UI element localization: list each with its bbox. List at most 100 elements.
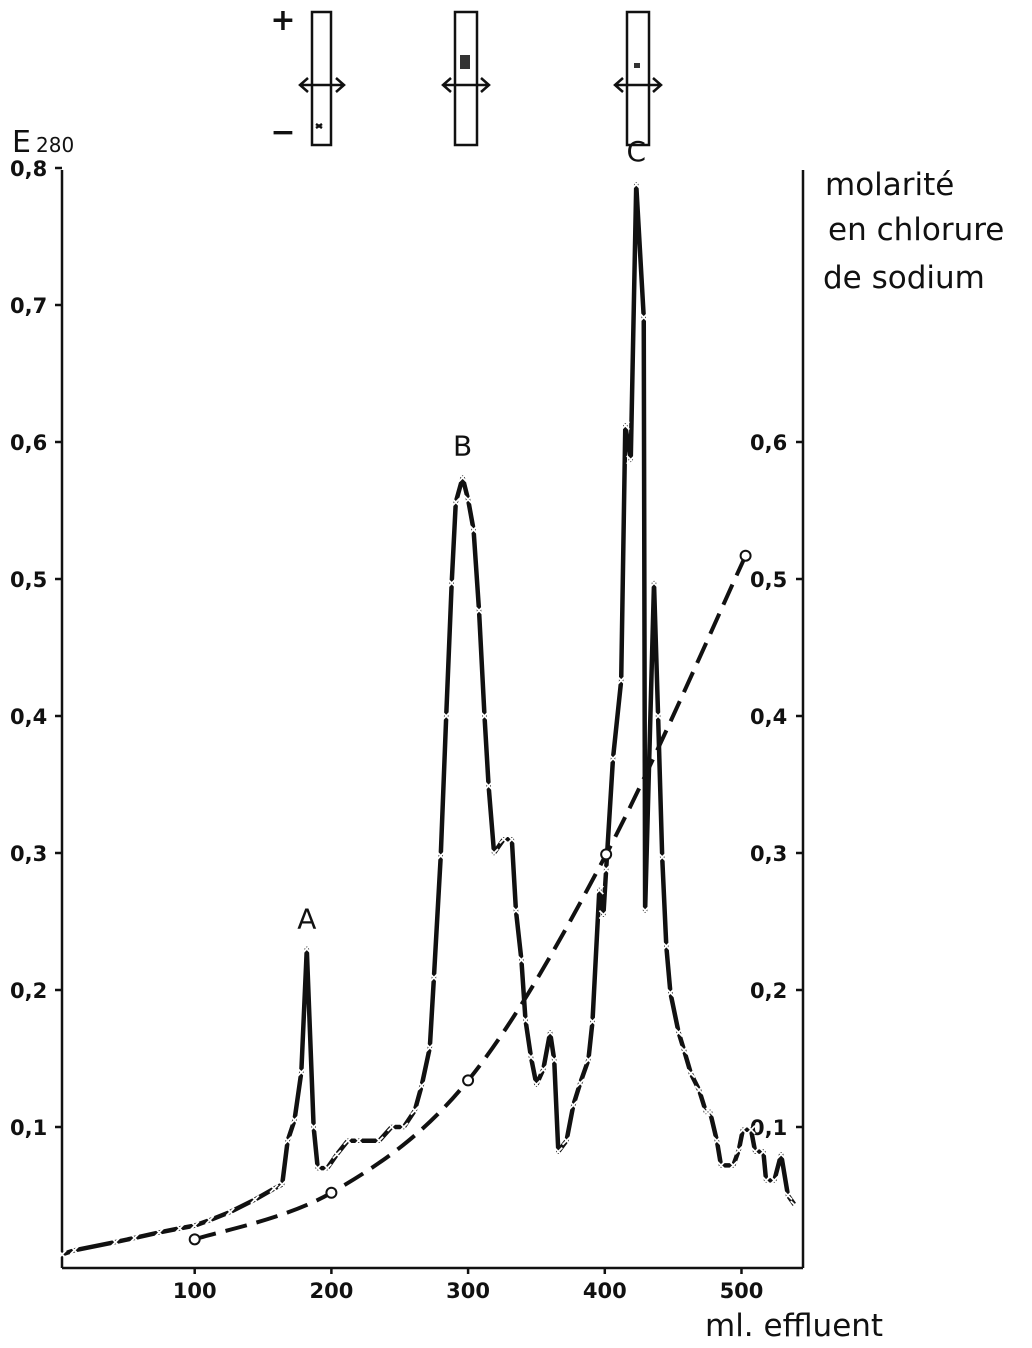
marker [416,1081,427,1091]
marker [620,420,630,431]
marker [694,1085,704,1095]
y2-tick-label: 0,2 [750,979,787,1003]
marker [516,955,527,965]
marker [616,675,626,686]
marker [653,711,663,721]
marker [462,1074,475,1087]
marker [575,1078,585,1088]
marker [657,852,667,862]
strip [453,10,479,147]
marker [705,1107,715,1117]
series-line [61,182,797,1257]
marker [425,1042,435,1053]
marker [598,910,609,920]
marker [175,1223,185,1234]
marker [734,1145,744,1155]
marker [728,1160,738,1170]
x-tick-label: 300 [446,1279,490,1303]
marker [790,1200,800,1210]
marker [410,1105,420,1116]
strip-sign: − [270,115,295,150]
y-tick-label: 0,6 [10,431,47,455]
y-tick-label: 0,5 [10,568,47,592]
marker [441,711,451,721]
marker [716,1160,726,1170]
marker [325,1186,338,1199]
marker [594,885,604,895]
marker [526,1052,536,1062]
marker [549,1055,559,1065]
y-tick-label: 0,8 [10,157,47,181]
marker [277,1179,287,1190]
marker [463,494,473,505]
marker [399,1122,409,1132]
marker [626,455,636,465]
spot [460,55,470,69]
y2-label: de sodium [823,260,985,296]
y2-label: molarité [825,167,954,203]
marker [69,1245,80,1255]
marker [746,1125,756,1135]
marker [374,1136,384,1146]
marker [520,1015,531,1025]
marker [568,1100,578,1110]
strips [298,10,663,147]
marker [296,1067,306,1077]
marker [511,905,521,916]
y-label: E [12,125,31,160]
marker [190,1221,200,1231]
marker [332,1149,342,1160]
x-tick-label: 100 [173,1279,217,1303]
spot [315,122,323,130]
marker [538,1064,548,1075]
marker [769,1175,779,1186]
marker [601,864,611,875]
marker [313,1163,323,1173]
marker [498,834,509,844]
marker [673,1027,684,1038]
marker [289,1115,300,1125]
marker [686,1068,696,1079]
marker [283,1136,293,1146]
marker [129,1233,140,1243]
y2-tick-label: 0,4 [750,705,787,729]
marker [739,549,752,562]
marker [483,781,494,791]
marker [436,851,446,861]
marker [302,944,312,954]
peak-label: B [453,430,472,463]
marker [531,1079,542,1090]
y2-tick-label: 0,5 [750,568,787,592]
marker [679,1045,689,1055]
marker [457,472,468,483]
marker [661,941,671,951]
marker [188,1233,201,1246]
marker [553,1147,563,1157]
marker [507,834,517,844]
y2-tick-label: 0,6 [750,431,787,455]
y2-tick-label: 0,3 [750,842,787,866]
y-label-sub: 280 [36,133,74,157]
x-label: ml. effluent [705,1308,883,1344]
marker [639,312,649,322]
marker [640,905,650,916]
marker [750,1147,760,1157]
marker [205,1215,215,1225]
spot [634,63,640,68]
marker [649,578,659,588]
marker [110,1237,121,1247]
marker [665,988,676,998]
marker [154,1227,164,1238]
marker [587,1016,598,1027]
x-tick-label: 200 [309,1279,353,1303]
series-line [194,554,748,1242]
marker [783,1190,793,1201]
marker [489,848,499,858]
marker [776,1149,786,1160]
strip [310,10,333,147]
marker [447,578,457,588]
marker [225,1207,235,1217]
marker [474,605,484,616]
y2-tick-label: 0,1 [750,1116,787,1140]
